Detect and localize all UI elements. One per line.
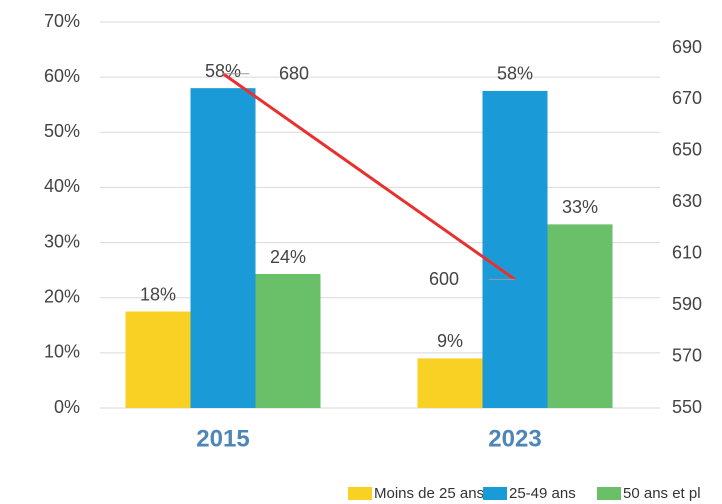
bar-value-label: 18% (140, 284, 176, 304)
legend-swatch (483, 487, 507, 500)
bar (190, 88, 256, 409)
bar (417, 358, 483, 408)
line-value-label: 680 (279, 63, 309, 83)
y-tick-label: 60% (44, 66, 80, 86)
y-tick-label: 10% (44, 342, 80, 362)
y2-tick-label: 610 (672, 242, 702, 262)
y-tick-label: 30% (44, 231, 80, 251)
bar-value-label: 9% (437, 331, 463, 351)
y-tick-label: 40% (44, 176, 80, 196)
bar (255, 274, 321, 408)
y2-tick-label: 650 (672, 140, 702, 160)
legend-label: Moins de 25 ans (374, 485, 484, 502)
y2-tick-label: 590 (672, 294, 702, 314)
legend-label: 50 ans et pl (623, 485, 701, 502)
line-value-label: 600 (429, 269, 459, 289)
bar-value-label: 58% (205, 61, 241, 81)
legend-label: 25-49 ans (509, 485, 576, 502)
bar-value-label: 24% (270, 247, 306, 267)
y2-tick-label: 630 (672, 191, 702, 211)
bar (547, 224, 613, 408)
line-series (222, 72, 516, 281)
y-tick-label: 70% (44, 11, 80, 31)
legend-swatch (348, 487, 372, 500)
bar-value-label: 33% (562, 197, 598, 217)
y-tick-label: 20% (44, 286, 80, 306)
legend-swatch (597, 487, 621, 500)
y-tick-label: 50% (44, 121, 80, 141)
y2-tick-label: 670 (672, 88, 702, 108)
x-tick-label: 2015 (196, 425, 249, 452)
y2-tick-label: 570 (672, 345, 702, 365)
x-tick-label: 2023 (488, 425, 541, 452)
y2-tick-label: 690 (672, 37, 702, 57)
bar (125, 311, 191, 408)
bar (482, 90, 548, 408)
y-tick-label: 0% (54, 397, 80, 417)
bar-value-label: 58% (497, 64, 533, 84)
y2-tick-label: 550 (672, 397, 702, 417)
